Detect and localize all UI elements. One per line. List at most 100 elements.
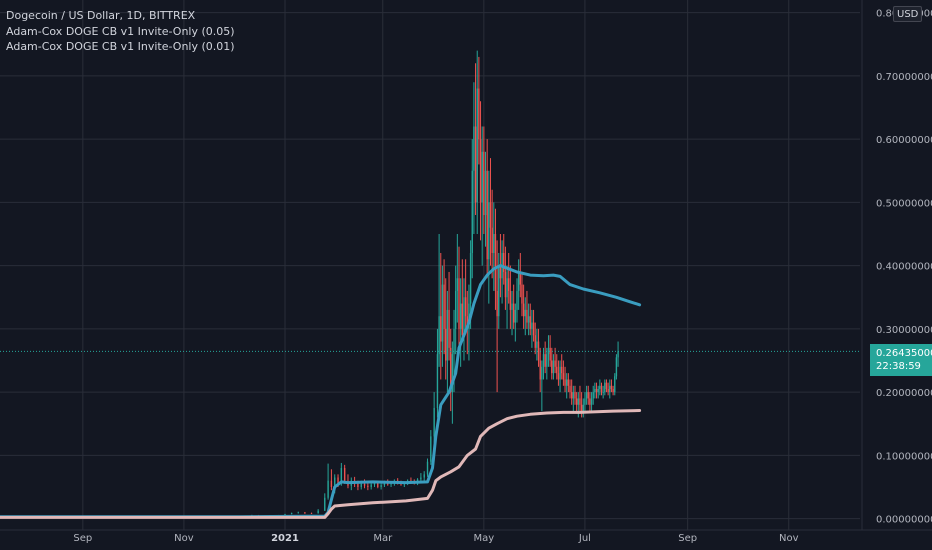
candle [461,259,464,342]
candle [517,259,520,310]
candle [503,234,505,285]
candle [508,252,510,304]
upper-band-line [0,264,642,519]
currency-button[interactable]: USD [893,6,923,22]
candle [567,373,570,393]
candle [430,430,432,465]
candle [612,385,614,396]
candle [317,509,319,514]
candle [514,303,517,342]
candle [582,398,584,418]
candle [443,259,445,355]
candle [534,322,536,355]
candles [0,50,619,518]
candle [450,328,452,412]
candle [476,50,478,235]
candle [532,309,535,342]
candle [564,366,566,393]
candle [423,471,425,481]
candle [310,512,313,515]
candle [501,240,503,304]
candle [607,382,609,396]
candle [471,139,473,279]
candle [493,202,495,291]
candle [572,385,575,412]
candle [370,482,372,490]
candle [569,379,571,399]
candle [559,360,561,393]
candle [617,341,619,367]
candle [483,126,485,235]
candle [585,385,588,405]
indicator-bands [0,264,642,519]
candle [509,265,512,329]
candle [486,139,488,279]
candle [557,360,560,386]
candle [473,82,475,235]
candle [519,252,522,298]
candle [600,382,603,396]
candle [448,271,450,361]
candle [343,464,346,484]
lower-band-line [0,409,642,519]
candle [587,385,589,405]
y-tick-label: 0.60000000 [876,135,932,146]
x-tick-label: Sep [73,533,92,544]
candle [544,341,546,374]
candle [516,278,518,323]
candle [566,373,568,399]
candle [546,347,548,380]
candle [464,259,467,329]
x-tick-label: Nov [174,533,194,544]
candle [554,347,556,374]
candle [605,379,608,393]
candle [527,303,530,336]
x-tick-label: Nov [779,533,799,544]
candle [594,382,596,399]
candle [290,512,293,515]
candle [488,170,490,304]
last-price-value: 0.26435000 [876,348,932,360]
candle [489,158,492,266]
candle [433,392,435,443]
candle [599,379,601,396]
indicator-label-1[interactable]: Adam-Cox DOGE CB v1 Invite-Only (0.05) [6,24,235,38]
price-axis[interactable]: 0.800000000.700000000.600000000.50000000… [876,9,932,526]
candle [561,354,563,380]
candle [324,493,326,512]
candle [539,347,541,393]
candle [456,234,459,323]
candle [481,126,483,266]
candle [484,151,487,247]
candle [595,382,598,399]
candle [498,252,500,329]
x-tick-label: 2021 [271,533,299,544]
candle [562,360,565,386]
candle [556,354,558,380]
candle [438,234,440,367]
candle [549,335,551,367]
candle [614,373,616,396]
candle [458,246,460,348]
y-tick-label: 0.20000000 [876,388,932,399]
candle [609,379,611,399]
time-axis[interactable]: Sep Nov 2021 Mar May Jul Sep Nov [73,533,798,544]
y-tick-label: 0.00000000 [876,515,932,526]
candle [531,309,533,348]
x-tick-label: May [474,533,495,544]
indicator-label-2[interactable]: Adam-Cox DOGE CB v1 Invite-Only (0.01) [6,40,235,53]
candle [479,101,482,241]
candle [570,379,573,405]
symbol-title[interactable]: Dogecoin / US Dollar, 1D, BITTREX [6,9,196,22]
candle [602,385,604,399]
candle [547,335,550,367]
y-tick-label: 0.10000000 [876,451,932,462]
candle [496,240,498,393]
candle [552,354,555,380]
candle [521,271,523,317]
grid-lines [0,0,932,531]
candle [522,284,525,329]
candle [536,328,538,361]
candle [590,392,593,412]
